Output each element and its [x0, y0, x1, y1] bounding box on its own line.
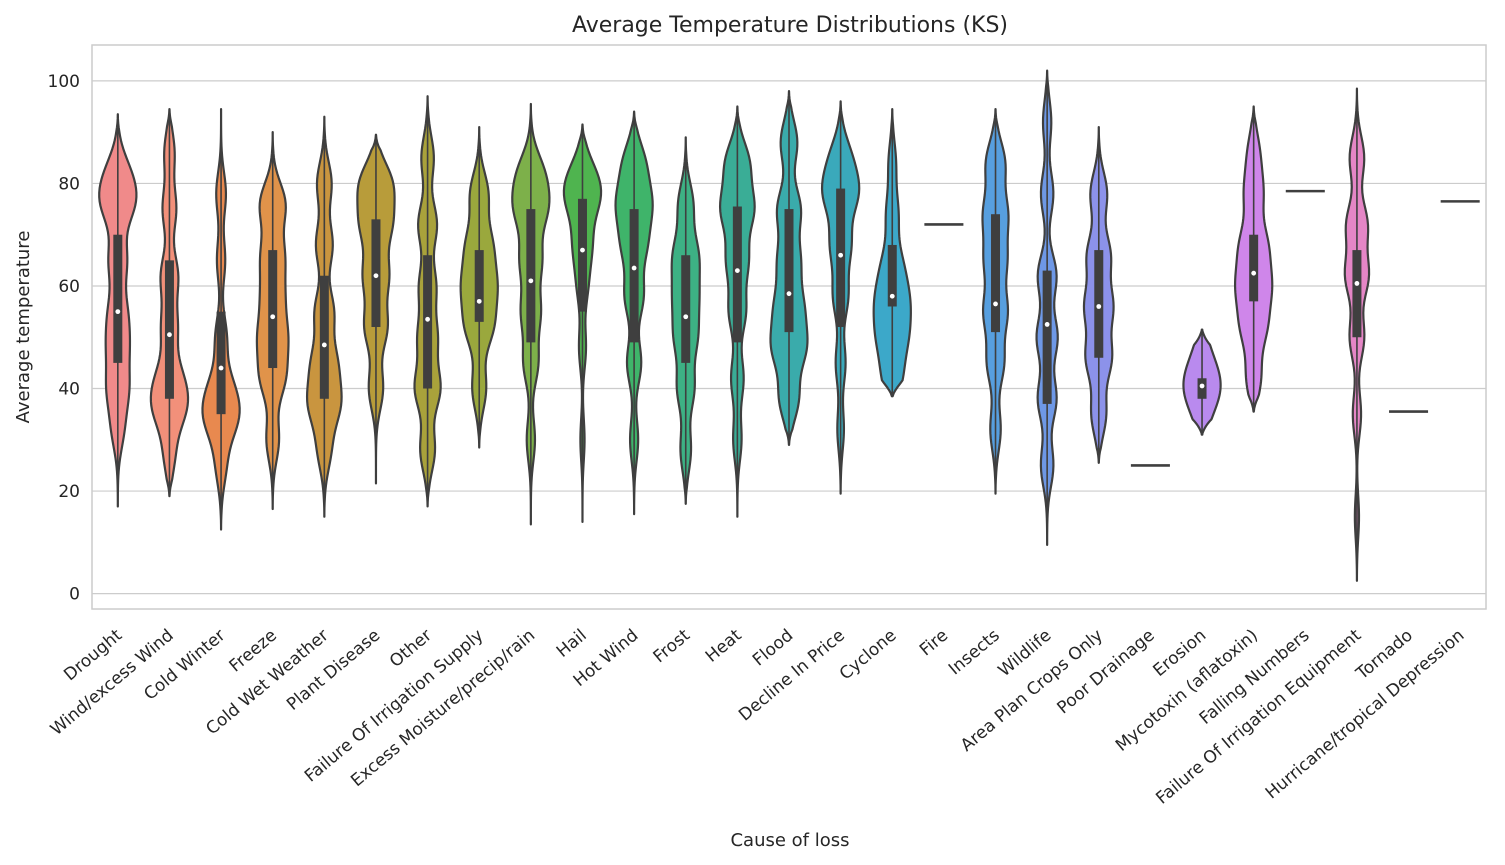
iqr-box — [577, 198, 587, 312]
y-tick-label: 60 — [58, 277, 80, 297]
median-point — [993, 301, 998, 307]
iqr-box — [216, 311, 226, 415]
median-point — [1251, 270, 1257, 276]
y-tick-label: 40 — [58, 380, 80, 400]
violin-group — [1082, 125, 1115, 464]
iqr-box — [1094, 250, 1104, 358]
median-point — [270, 314, 276, 320]
median-point — [1044, 322, 1050, 327]
iqr-box — [629, 209, 639, 343]
iqr-box — [268, 250, 278, 369]
x-tick-label: Insects — [945, 625, 1004, 679]
violin-group — [305, 115, 343, 518]
x-tick-label: Hail — [553, 626, 591, 662]
violin-group — [511, 102, 551, 526]
iqr-box — [1249, 234, 1259, 302]
x-tick-label: Plant Disease — [283, 626, 384, 715]
violin-group — [413, 95, 442, 508]
violin-group — [769, 90, 809, 447]
median-point — [734, 268, 740, 273]
violin-group — [562, 123, 603, 523]
iqr-box — [319, 275, 329, 399]
violins — [98, 69, 1480, 582]
iqr-box — [526, 209, 536, 343]
violin-group — [718, 105, 756, 518]
median-point — [115, 309, 121, 315]
median-point — [167, 332, 172, 338]
median-point — [631, 265, 637, 271]
x-tick-label: Frost — [650, 625, 695, 667]
iqr-box — [423, 255, 433, 389]
violin-group — [356, 133, 396, 485]
chart-title: Average Temperature Distributions (KS) — [572, 13, 1008, 38]
median-point — [1096, 304, 1102, 309]
plot-frame — [91, 44, 1487, 610]
violin-group — [872, 107, 912, 398]
median-point — [425, 316, 430, 322]
median-point — [580, 247, 585, 253]
iqr-box — [164, 260, 174, 399]
violin-group — [149, 107, 190, 498]
violin-group — [1182, 328, 1222, 436]
median-point — [838, 252, 844, 258]
y-tick-label: 20 — [58, 482, 80, 502]
iqr-box — [371, 219, 381, 327]
x-tick-label: Cyclone — [836, 626, 901, 685]
violin-group — [98, 113, 138, 508]
violin-group — [255, 131, 290, 511]
iqr-box — [991, 214, 1001, 333]
iqr-box — [1352, 250, 1362, 338]
iqr-box — [732, 206, 742, 343]
violin-group — [614, 110, 654, 516]
median-point — [1354, 281, 1360, 286]
y-tick-label: 100 — [48, 72, 80, 92]
iqr-box — [836, 188, 846, 327]
median-point — [321, 342, 327, 348]
median-point — [683, 314, 689, 320]
iqr-box — [887, 244, 897, 307]
iqr-box — [1197, 378, 1207, 399]
iqr-box — [681, 255, 691, 363]
violin-group — [1233, 105, 1274, 413]
x-tick-label: Heat — [702, 625, 746, 666]
violin-group — [459, 125, 499, 449]
median-point — [218, 365, 224, 371]
median-point — [528, 278, 534, 284]
violin-group — [981, 107, 1010, 495]
iqr-box — [113, 234, 123, 363]
violin-group — [670, 136, 701, 505]
iqr-box — [1042, 270, 1052, 404]
iqr-box — [474, 250, 484, 322]
median-point — [476, 298, 482, 304]
x-tick-label: Fire — [916, 626, 952, 661]
violin-group — [820, 100, 861, 495]
y-tick-label: 0 — [69, 585, 80, 605]
violin-group — [1343, 87, 1371, 582]
median-point — [373, 273, 379, 279]
y-axis-label: Average temperature — [13, 231, 34, 424]
x-axis-label: Cause of loss — [730, 830, 849, 851]
violin-group — [1035, 69, 1059, 547]
y-tick-label: 80 — [58, 174, 80, 194]
median-point — [786, 291, 792, 297]
median-point — [1199, 383, 1205, 389]
violin-group — [201, 107, 241, 531]
median-point — [889, 293, 895, 299]
y-axis-ticks: 0 20 40 60 80 100 — [48, 72, 80, 605]
iqr-box — [784, 209, 794, 333]
